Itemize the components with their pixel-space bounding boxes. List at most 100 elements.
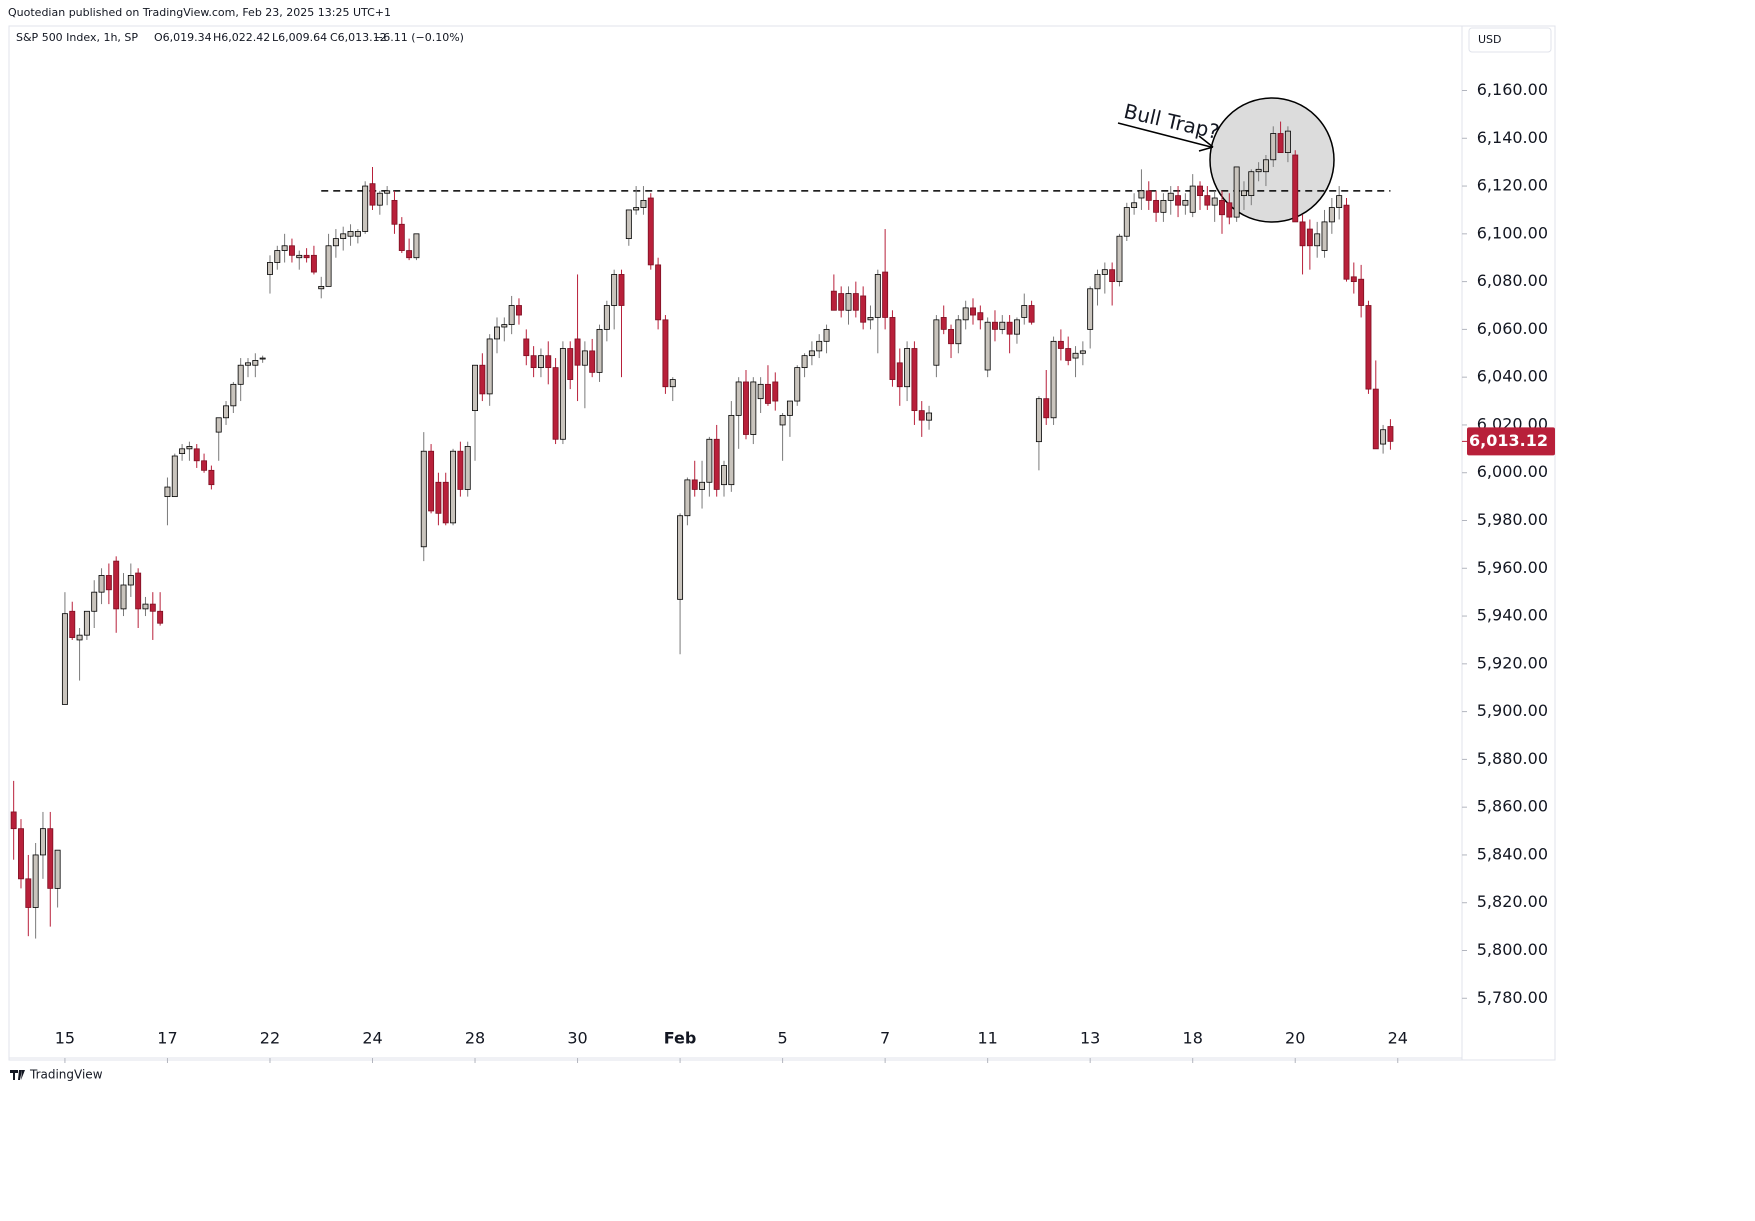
candle-body	[896, 362, 903, 388]
candle-body	[428, 450, 435, 512]
candle-body	[596, 328, 603, 373]
x-tick-label: Feb	[664, 1029, 697, 1048]
candle-body	[1028, 305, 1035, 323]
candle-body	[171, 455, 178, 498]
y-tick-label: 6,060.00	[1477, 319, 1548, 338]
candle-body	[867, 317, 874, 321]
candle-body	[252, 360, 259, 366]
candle-body	[288, 245, 295, 256]
candle-body	[464, 446, 471, 490]
candle-body	[157, 610, 164, 624]
candle-body	[201, 460, 208, 471]
candle-body	[860, 295, 867, 323]
candle-body	[691, 479, 698, 490]
candle-body	[933, 319, 940, 366]
candle-body	[735, 381, 742, 416]
candle-body	[267, 262, 273, 275]
candle-body	[230, 383, 237, 407]
candle-body	[318, 285, 325, 290]
candle-body	[1189, 185, 1196, 213]
candle-body	[1145, 190, 1152, 201]
ohlc-open: O6,019.34	[154, 31, 212, 44]
candle-body	[457, 450, 464, 490]
x-tick-label: 24	[1388, 1029, 1408, 1048]
candle-body	[926, 412, 933, 421]
candle-body	[633, 207, 640, 211]
ohlc-change: −6.11 (−0.10%)	[374, 31, 464, 44]
candle-body	[779, 414, 786, 426]
footer-text: TradingView	[29, 1068, 103, 1082]
candle-body	[545, 355, 552, 369]
candle-body	[655, 264, 662, 321]
candle-body	[1211, 197, 1218, 206]
symbol: S&P 500 Index, 1h, SP	[16, 31, 138, 44]
candle-body	[486, 338, 493, 395]
candle-body	[1306, 228, 1313, 247]
candle-body	[376, 192, 383, 206]
candle-body	[98, 575, 105, 593]
candle-body	[1343, 204, 1350, 280]
candle-body	[559, 348, 566, 440]
currency[interactable]: USD	[1478, 33, 1502, 46]
candle-body	[494, 326, 500, 340]
y-tick-label: 5,780.00	[1477, 988, 1548, 1007]
candle-body	[962, 307, 969, 321]
candle-body	[1241, 190, 1247, 197]
candle-body	[18, 828, 24, 880]
x-tick-label: 22	[260, 1029, 280, 1048]
candle-body	[874, 274, 881, 318]
candle-body	[142, 603, 149, 610]
candle-body	[984, 321, 991, 371]
last-price-box	[1467, 427, 1555, 456]
candle-body	[786, 400, 793, 416]
candle-body	[245, 362, 251, 366]
candle-body	[647, 197, 654, 266]
candle-body	[501, 324, 508, 328]
candle-body	[530, 355, 537, 369]
x-tick-label: 24	[362, 1029, 382, 1048]
y-tick-label: 6,160.00	[1477, 80, 1548, 99]
candle-body	[830, 290, 837, 311]
candle-body	[472, 364, 478, 412]
candle-body	[347, 231, 354, 237]
candle-body	[1050, 340, 1057, 419]
last-price-label: 6,013.12	[1469, 431, 1548, 450]
candle-body	[398, 223, 405, 251]
candle-body	[1123, 207, 1130, 237]
footer: TradingView	[10, 1068, 103, 1082]
candle-body	[325, 245, 332, 287]
candle-body	[332, 238, 339, 247]
currency-box[interactable]	[1468, 27, 1552, 53]
annotation-arrow	[1117, 122, 1212, 148]
candle-body	[721, 465, 727, 486]
candle-body	[237, 364, 244, 385]
candle-body	[1013, 319, 1020, 335]
y-tick-label: 6,140.00	[1477, 128, 1548, 147]
candle-body	[581, 350, 588, 366]
y-tick-label: 5,800.00	[1477, 940, 1548, 959]
candle-body	[728, 414, 735, 486]
y-tick-label: 6,080.00	[1477, 271, 1548, 290]
candle-body	[10, 811, 17, 830]
candle-body	[816, 340, 823, 352]
y-tick-label: 5,960.00	[1477, 558, 1548, 577]
candle-body	[1160, 199, 1167, 213]
y-tick-label: 5,980.00	[1477, 510, 1548, 529]
candle-body	[882, 271, 889, 318]
y-tick-label: 5,840.00	[1477, 844, 1548, 863]
candle-body	[1219, 199, 1225, 216]
y-tick-label: 5,880.00	[1477, 749, 1548, 768]
candle-body	[552, 367, 559, 440]
x-tick-label: 13	[1080, 1029, 1100, 1048]
candle-body	[1101, 269, 1108, 275]
y-tick-label: 5,920.00	[1477, 653, 1548, 672]
candle-body	[1380, 429, 1387, 445]
candle-body	[1336, 195, 1343, 208]
candle-body	[523, 338, 530, 357]
candle-body	[764, 383, 771, 404]
candle-body	[164, 486, 171, 498]
x-tick-label: 7	[880, 1029, 890, 1048]
candle-body	[135, 572, 142, 610]
x-tick-label: 11	[977, 1029, 997, 1048]
